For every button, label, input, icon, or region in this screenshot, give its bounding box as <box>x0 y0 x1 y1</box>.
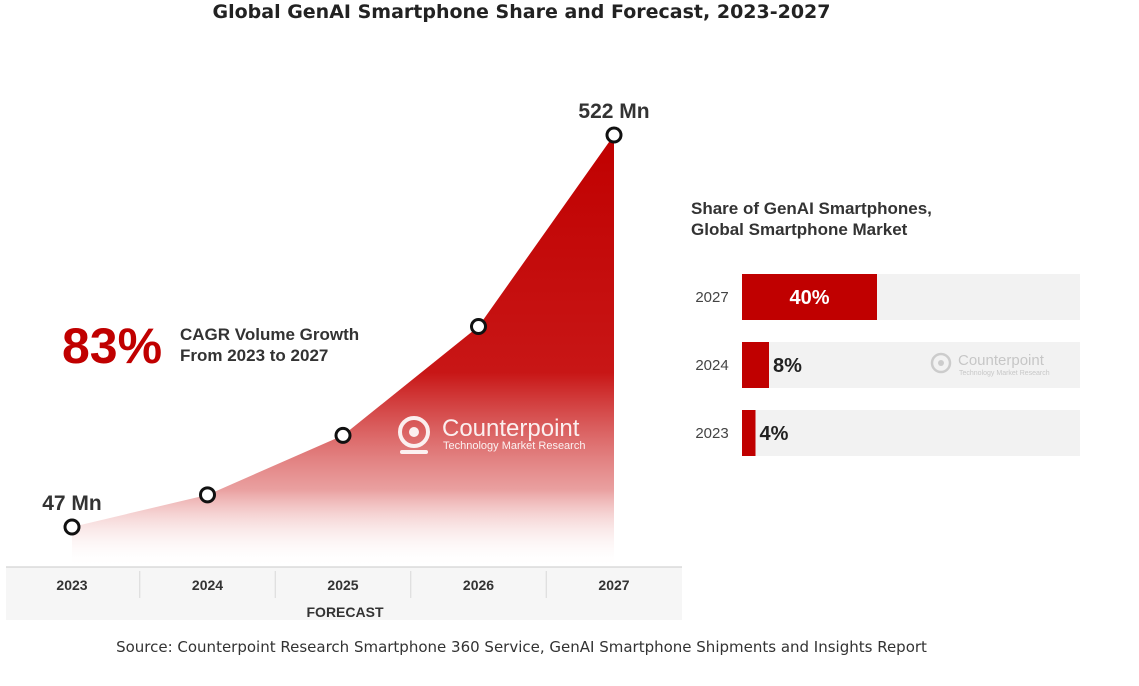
share-value-2024: 8% <box>773 355 802 377</box>
share-category-2024: 2024 <box>695 357 728 374</box>
data-point-2027 <box>605 126 623 144</box>
data-point-2023 <box>63 518 81 536</box>
cagr-description-line-1: CAGR Volume Growth <box>180 325 359 344</box>
page-title: Global GenAI Smartphone Share and Foreca… <box>212 1 831 23</box>
share-chart-title-line-2: Global Smartphone Market <box>691 220 908 239</box>
logo-small-brand: Counterpoint <box>958 352 1045 369</box>
share-bar-2024 <box>742 342 769 388</box>
data-point-2025 <box>334 426 352 444</box>
x-tick-2024: 2024 <box>192 577 223 593</box>
chart-figure: 2023 2024 2025 2026 2027 FORECAST 47 Mn 522 M… <box>6 100 1080 620</box>
share-bar-2023 <box>742 410 756 456</box>
share-value-2027: 40% <box>789 287 829 309</box>
x-tick-2025: 2025 <box>327 577 358 593</box>
share-bar-2027 <box>742 274 877 320</box>
share-bars: 2027 40% 2024 8% 2023 4% <box>695 274 1080 456</box>
point-label-2027: 522 Mn <box>578 100 649 123</box>
logo-tagline: Technology Market Research <box>443 440 585 452</box>
source-note: Source: Counterpoint Research Smartphone… <box>116 638 927 656</box>
x-tick-2023: 2023 <box>56 577 87 593</box>
x-axis-band <box>6 566 682 620</box>
share-category-2023: 2023 <box>695 425 728 442</box>
share-bar-track-2023 <box>742 410 1080 456</box>
point-labels: 47 Mn 522 Mn <box>42 100 649 515</box>
share-bar-chart: Share of GenAI Smartphones, Global Smart… <box>691 199 1080 456</box>
x-tick-labels: 2023 2024 2025 2026 2027 <box>56 571 630 598</box>
forecast-label: FORECAST <box>307 604 384 620</box>
counterpoint-logo-small: Counterpoint Technology Market Research <box>930 352 1050 377</box>
data-point-2026 <box>470 317 487 335</box>
share-chart-title-line-1: Share of GenAI Smartphones, <box>691 199 932 218</box>
cagr-description-line-2: From 2023 to 2027 <box>180 346 328 365</box>
x-tick-2026: 2026 <box>463 577 494 593</box>
share-bar-track-2024 <box>742 342 1080 388</box>
share-category-2027: 2027 <box>695 289 728 306</box>
share-value-2023: 4% <box>760 423 789 445</box>
counterpoint-logo: Counterpoint Technology Market Research <box>398 415 585 454</box>
logo-small-tagline: Technology Market Research <box>959 370 1050 377</box>
logo-brand: Counterpoint <box>442 415 580 442</box>
data-markers <box>63 126 623 536</box>
cagr-value: 83% <box>62 318 162 374</box>
point-label-2023: 47 Mn <box>42 492 102 515</box>
area-fill <box>72 135 614 567</box>
area-chart: 2023 2024 2025 2026 2027 FORECAST 47 Mn 522 M… <box>6 100 682 620</box>
data-point-2024 <box>199 486 216 504</box>
x-tick-2027: 2027 <box>598 577 629 593</box>
